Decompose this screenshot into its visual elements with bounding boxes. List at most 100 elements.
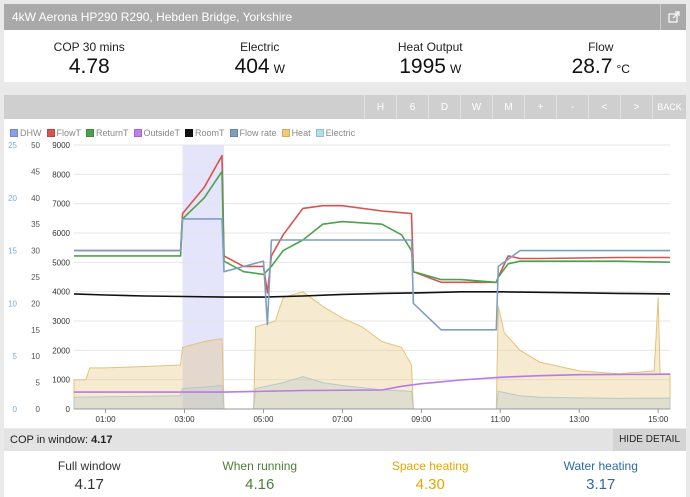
- zoom-out-button[interactable]: -: [556, 95, 588, 119]
- y-tick-label-power: 3000: [52, 317, 70, 326]
- chart-legend: DHW FlowT ReturnT OutsideT RoomT Flow rate Hea…: [10, 128, 360, 138]
- stat-value: 4.78: [68, 55, 110, 78]
- y-tick-label-power: 8000: [52, 170, 70, 179]
- stat-flow: Flow 28.7 °C: [516, 30, 687, 82]
- pan-right-button[interactable]: >: [620, 95, 652, 119]
- series-flow-rate-line: [74, 218, 670, 331]
- summary-value: 4.30: [415, 476, 445, 493]
- stat-label: Electric: [240, 40, 280, 54]
- chart-panel: 9000 8000 7000 6000 5000 4000 3000 2000 1000 0 5 0 4…: [4, 119, 686, 428]
- range-day-button[interactable]: D: [428, 95, 460, 119]
- x-tick-label: 01:00: [96, 415, 117, 424]
- x-tick-label: 09:00: [411, 415, 432, 424]
- pan-left-button[interactable]: <: [588, 95, 620, 119]
- legend-item[interactable]: Flow rate: [229, 128, 277, 138]
- series-heat-area: [73, 291, 671, 410]
- stat-label: Flow: [588, 40, 614, 54]
- summary-value: 4.17: [74, 476, 104, 493]
- legend-label: DHW: [20, 128, 42, 138]
- legend-item[interactable]: DHW: [10, 128, 42, 138]
- legend-swatch: [86, 129, 94, 137]
- back-button[interactable]: BACK: [652, 95, 686, 119]
- y-tick-label-power: 4000: [52, 288, 70, 297]
- y-tick-label-temp: 10: [31, 352, 40, 361]
- legend-swatch: [46, 129, 55, 137]
- stat-label: Heat Output: [397, 40, 463, 54]
- x-tick-label: 15:00: [648, 415, 669, 424]
- y-tick-label-power: 2000: [52, 346, 70, 355]
- stat-label: COP 30 mins: [53, 40, 125, 54]
- cop-summary: Full window 4.17 When running 4.16 Space…: [4, 451, 686, 497]
- series-electric-area: [73, 376, 671, 410]
- legend-label: Flow rate: [239, 128, 277, 138]
- summary-label: Space heating: [391, 459, 469, 473]
- chart-toolbar: H 6 D W M + - < > BACK: [4, 95, 686, 119]
- summary-value: 3.17: [586, 476, 616, 493]
- x-tick-label: 07:00: [332, 415, 353, 424]
- summary-label: When running: [222, 459, 298, 473]
- legend-swatch: [10, 129, 18, 137]
- series-outsidet-line: [74, 373, 671, 393]
- stat-heat-output: Heat Output 1995 W: [345, 30, 516, 82]
- legend-item[interactable]: OutsideT: [133, 128, 180, 138]
- summary-value: 4.16: [245, 476, 275, 493]
- series-returnt-line: [74, 170, 671, 284]
- stat-electric: Electric 404 W: [175, 30, 346, 82]
- series-roomt-line: [73, 291, 671, 298]
- x-tick-label: 03:00: [175, 415, 196, 424]
- y-tick-label-temp: 20: [31, 299, 40, 308]
- range-week-button[interactable]: W: [460, 95, 492, 119]
- range-hour-button[interactable]: H: [364, 95, 396, 119]
- legend-label: Electric: [325, 128, 356, 138]
- y-tick-label-power: 0: [66, 405, 71, 414]
- share-icon: [667, 11, 680, 23]
- y-tick-label-temp: 40: [31, 194, 40, 203]
- y-tick-label-power: 5000: [52, 258, 70, 267]
- y-tick-label-power: 6000: [52, 229, 70, 238]
- y-tick-label-temp: 30: [31, 247, 40, 256]
- summary-label: Water heating: [563, 459, 638, 473]
- share-button[interactable]: [660, 4, 686, 30]
- legend-item[interactable]: Electric: [315, 128, 356, 138]
- y-tick-label-flow: 20: [8, 194, 17, 203]
- legend-label: RoomT: [195, 128, 225, 138]
- legend-swatch: [315, 129, 324, 137]
- y-tick-label-power: 9000: [52, 141, 70, 150]
- stat-cop: COP 30 mins 4.78: [4, 30, 175, 82]
- legend-item[interactable]: ReturnT: [86, 128, 129, 138]
- legend-item[interactable]: FlowT: [46, 128, 81, 138]
- stat-value: 404 W: [234, 55, 285, 78]
- legend-item[interactable]: Heat: [281, 128, 311, 138]
- legend-label: ReturnT: [96, 128, 129, 138]
- stat-value: 1995 W: [399, 55, 462, 78]
- legend-swatch: [133, 129, 142, 137]
- y-tick-label-temp: 35: [31, 220, 40, 229]
- legend-swatch: [281, 129, 290, 137]
- summary-label: Full window: [57, 459, 121, 473]
- y-tick-label-temp: 15: [31, 326, 40, 335]
- hide-detail-button[interactable]: HIDE DETAIL: [613, 429, 686, 451]
- x-tick-label: 11:00: [491, 415, 511, 424]
- range-6h-button[interactable]: 6: [396, 95, 428, 119]
- chart-canvas[interactable]: 9000 8000 7000 6000 5000 4000 3000 2000 1000 0 5 0 4…: [4, 119, 686, 428]
- y-tick-label-temp: 0: [36, 405, 41, 414]
- page-title: 4kW Aerona HP290 R290, Hebden Bridge, Yo…: [12, 10, 293, 24]
- legend-label: Heat: [291, 128, 311, 138]
- y-tick-label-flow: 25: [8, 141, 17, 150]
- y-tick-label-flow: 5: [13, 352, 18, 361]
- summary-when-running: When running 4.16: [175, 451, 346, 497]
- range-month-button[interactable]: M: [492, 95, 524, 119]
- legend-swatch: [185, 129, 194, 137]
- summary-water-heating: Water heating 3.17: [516, 451, 687, 497]
- title-bar: 4kW Aerona HP290 R290, Hebden Bridge, Yo…: [4, 4, 686, 30]
- legend-item[interactable]: RoomT: [185, 128, 225, 138]
- y-tick-label-temp: 25: [31, 273, 40, 282]
- y-tick-label-power: 1000: [52, 376, 70, 385]
- summary-stats: COP 30 mins 4.78 Electric 404 W Heat Outp…: [4, 30, 686, 82]
- y-tick-label-power: 7000: [52, 200, 70, 209]
- zoom-in-button[interactable]: +: [524, 95, 556, 119]
- y-tick-label-flow: 10: [8, 299, 17, 308]
- cop-window-label: COP in window:: [10, 434, 89, 446]
- x-tick-label: 05:00: [253, 415, 274, 424]
- y-tick-label-flow: 0: [13, 405, 18, 414]
